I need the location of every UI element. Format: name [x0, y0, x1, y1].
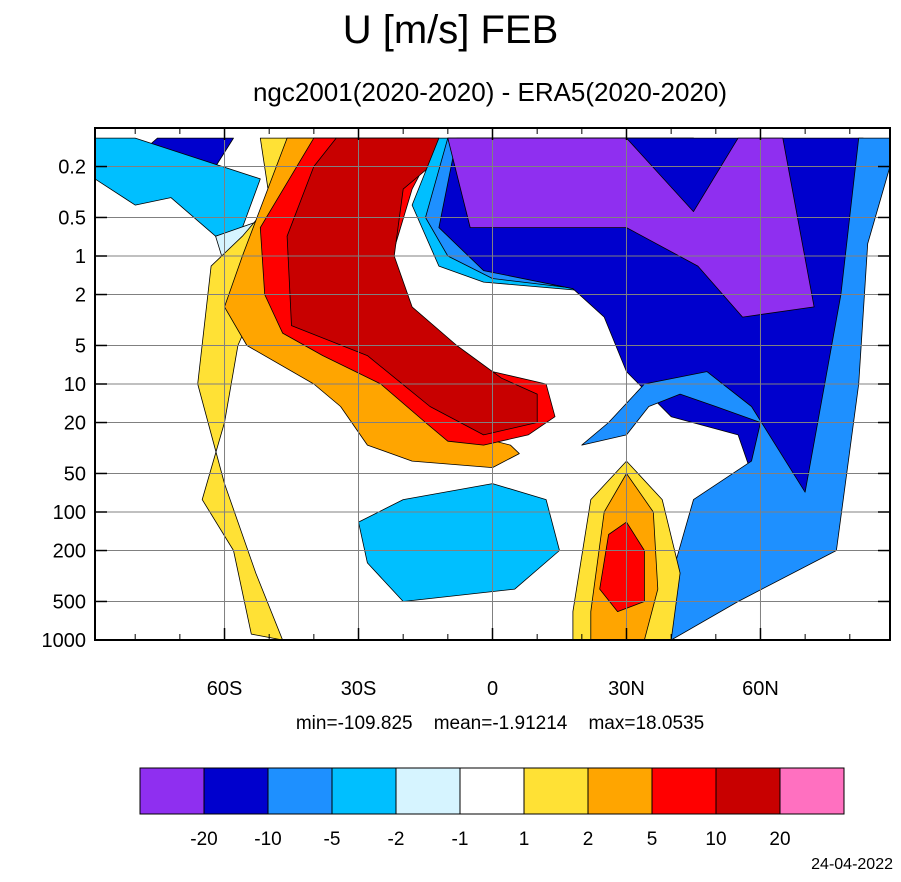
- y-tick-label-1: 0.5: [58, 207, 86, 229]
- x-tick-label-4: 60N: [742, 678, 779, 700]
- colorbar-swatch-10: [779, 767, 845, 815]
- y-tick-label-5: 10: [64, 374, 86, 396]
- colorbar-label-0: -20: [190, 829, 217, 850]
- y-tick-label-8: 100: [53, 502, 86, 524]
- colorbar: -20 -10 -5 -2 -1 1 2 5 10 20: [139, 767, 845, 850]
- contour-region-1: [95, 137, 261, 237]
- contour-region-6: [286, 137, 538, 436]
- contour-fills: [95, 137, 890, 640]
- y-tick-label-4: 5: [75, 335, 86, 357]
- colorbar-label-4: -1: [452, 829, 469, 850]
- colorbar-label-1: -10: [254, 829, 281, 850]
- x-tick-label-0: 60S: [207, 678, 243, 700]
- contour-region-10: [447, 137, 815, 318]
- x-tick-label-1: 30S: [341, 678, 377, 700]
- y-tick-label-11: 1000: [42, 630, 87, 652]
- colorbar-label-6: 2: [583, 829, 594, 850]
- contour-region-11: [581, 137, 890, 640]
- y-tick-label-10: 500: [53, 591, 86, 613]
- stat-max: max=18.0535: [588, 713, 705, 734]
- colorbar-swatch-8: [651, 767, 717, 815]
- stat-mean: mean=-1.91214: [433, 713, 568, 734]
- colorbar-swatch-0: [139, 767, 205, 815]
- stats-line: min=-109.825 mean=-1.91214 max=18.0535: [0, 712, 901, 736]
- chart-title: U [m/s] FEB: [342, 8, 559, 52]
- colorbar-label-5: 1: [519, 829, 530, 850]
- x-tick-label-3: 30N: [608, 678, 645, 700]
- colorbar-swatch-6: [523, 767, 589, 815]
- colorbar-swatch-4: [395, 767, 461, 815]
- colorbar-label-7: 5: [647, 829, 658, 850]
- colorbar-label-2: -5: [324, 829, 341, 850]
- y-tick-label-3: 2: [75, 285, 86, 307]
- colorbar-swatch-1: [203, 767, 269, 815]
- colorbar-label-8: 10: [705, 829, 726, 850]
- y-tick-label-9: 200: [53, 541, 86, 563]
- colorbar-swatch-2: [267, 767, 333, 815]
- colorbar-label-9: 20: [769, 829, 790, 850]
- stat-min: min=-109.825: [295, 713, 413, 734]
- x-tick-label-2: 0: [487, 678, 498, 700]
- chart-subtitle: ngc2001(2020-2020) - ERA5(2020-2020): [252, 77, 728, 107]
- y-tick-label-6: 20: [64, 413, 86, 435]
- colorbar-label-3: -2: [388, 829, 405, 850]
- y-tick-label-2: 1: [75, 246, 86, 268]
- colorbar-swatch-9: [715, 767, 781, 815]
- colorbar-swatch-3: [331, 767, 397, 815]
- axes: 60S 30S 0 30N 60N 0.2 0.5 1 2 5 10 20 50 100 200 500 100…: [42, 128, 890, 700]
- colorbar-swatch-7: [587, 767, 653, 815]
- colorbar-swatch-5: [459, 767, 525, 815]
- y-tick-label-0: 0.2: [58, 157, 86, 179]
- y-tick-label-7: 50: [64, 463, 86, 485]
- date-stamp: 24-04-2022: [811, 856, 893, 873]
